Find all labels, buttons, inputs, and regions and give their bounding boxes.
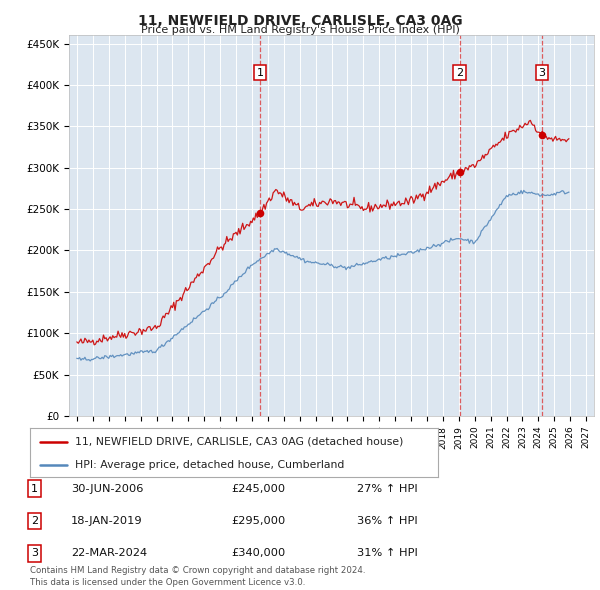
Text: 30-JUN-2006: 30-JUN-2006 (71, 484, 143, 493)
Text: 31% ↑ HPI: 31% ↑ HPI (357, 549, 418, 558)
Text: 3: 3 (31, 549, 38, 558)
Text: 36% ↑ HPI: 36% ↑ HPI (357, 516, 418, 526)
Text: 18-JAN-2019: 18-JAN-2019 (71, 516, 142, 526)
Text: 2: 2 (31, 516, 38, 526)
Text: 2: 2 (456, 68, 463, 78)
Text: Price paid vs. HM Land Registry's House Price Index (HPI): Price paid vs. HM Land Registry's House … (140, 25, 460, 35)
Text: 11, NEWFIELD DRIVE, CARLISLE, CA3 0AG (detached house): 11, NEWFIELD DRIVE, CARLISLE, CA3 0AG (d… (75, 437, 403, 447)
Text: HPI: Average price, detached house, Cumberland: HPI: Average price, detached house, Cumb… (75, 460, 344, 470)
Text: £340,000: £340,000 (231, 549, 285, 558)
Text: 3: 3 (538, 68, 545, 78)
Text: 27% ↑ HPI: 27% ↑ HPI (357, 484, 418, 493)
Text: 22-MAR-2024: 22-MAR-2024 (71, 549, 147, 558)
Text: £295,000: £295,000 (231, 516, 285, 526)
Text: 11, NEWFIELD DRIVE, CARLISLE, CA3 0AG: 11, NEWFIELD DRIVE, CARLISLE, CA3 0AG (137, 14, 463, 28)
Text: 1: 1 (31, 484, 38, 493)
Text: 1: 1 (256, 68, 263, 78)
Text: Contains HM Land Registry data © Crown copyright and database right 2024.
This d: Contains HM Land Registry data © Crown c… (30, 566, 365, 587)
Text: £245,000: £245,000 (231, 484, 285, 493)
